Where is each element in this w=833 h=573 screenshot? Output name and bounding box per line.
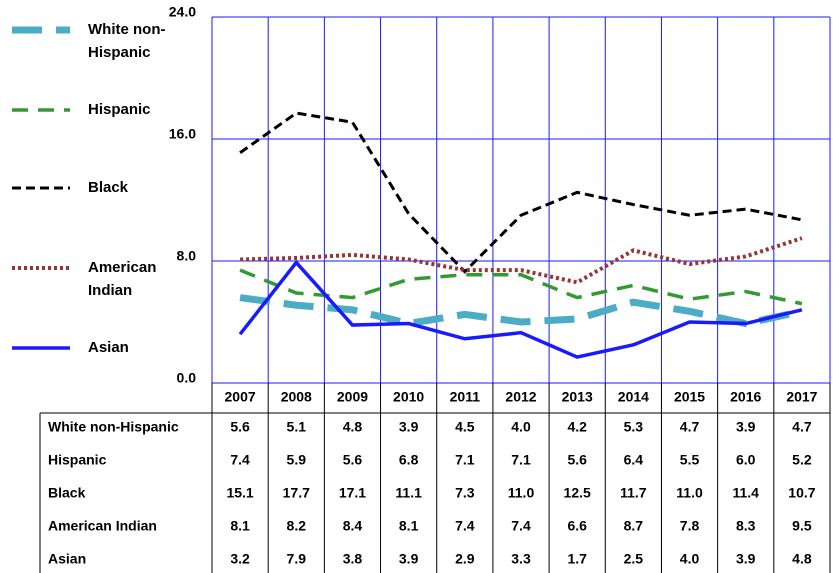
table-value: 5.2 — [792, 452, 812, 468]
table-value: 11.0 — [508, 485, 535, 501]
x-tick-label: 2013 — [562, 389, 593, 405]
table-value: 11.7 — [620, 485, 647, 501]
y-tick-label: 24.0 — [169, 4, 196, 20]
table-value: 5.9 — [287, 452, 307, 468]
series-line — [240, 236, 803, 285]
x-tick-label: 2007 — [225, 389, 256, 405]
table-value: 4.8 — [343, 419, 363, 435]
table-value: 1.7 — [567, 551, 587, 567]
table-value: 8.4 — [343, 518, 363, 534]
legend-label: Hispanic — [88, 101, 151, 118]
x-tick-label: 2012 — [505, 389, 536, 405]
table-value: 3.9 — [736, 551, 756, 567]
table-value: 2.5 — [624, 551, 644, 567]
table-value: 6.0 — [736, 452, 756, 468]
x-tick-label: 2017 — [786, 389, 817, 405]
row-label: White non-Hispanic — [48, 419, 179, 435]
table-value: 8.1 — [230, 518, 250, 534]
table-value: 5.6 — [343, 452, 363, 468]
table-value: 7.4 — [230, 452, 250, 468]
table-value: 7.9 — [287, 551, 307, 567]
table-value: 15.1 — [226, 485, 253, 501]
x-tick-label: 2011 — [450, 389, 481, 405]
table-value: 5.1 — [287, 419, 307, 435]
table-value: 7.3 — [455, 485, 475, 501]
row-label: Black — [48, 485, 86, 501]
table-value: 17.1 — [339, 485, 366, 501]
table-value: 6.8 — [399, 452, 419, 468]
table-value: 12.5 — [564, 485, 591, 501]
x-tick-label: 2015 — [674, 389, 705, 405]
table-value: 3.9 — [399, 419, 419, 435]
legend-label: Black — [88, 179, 129, 196]
y-tick-label: 8.0 — [177, 248, 197, 264]
table-value: 8.1 — [399, 518, 419, 534]
series-line — [239, 294, 803, 328]
table-value: 2.9 — [455, 551, 475, 567]
row-label: American Indian — [48, 518, 157, 534]
x-tick-label: 2016 — [730, 389, 761, 405]
table-value: 5.5 — [680, 452, 700, 468]
table-value: 4.2 — [567, 419, 587, 435]
table-value: 4.5 — [455, 419, 475, 435]
table-value: 3.8 — [343, 551, 363, 567]
table-value: 8.3 — [736, 518, 756, 534]
y-tick-label: 0.0 — [177, 370, 197, 386]
table-value: 7.1 — [455, 452, 475, 468]
series-line — [239, 111, 803, 274]
y-tick-label: 16.0 — [169, 126, 196, 142]
table-value: 11.4 — [732, 485, 759, 501]
table-value: 17.7 — [283, 485, 310, 501]
table-value: 4.8 — [792, 551, 812, 567]
table-value: 4.7 — [792, 419, 812, 435]
table-value: 5.6 — [567, 452, 587, 468]
table-value: 9.5 — [792, 518, 812, 534]
legend-label: Asian — [88, 339, 129, 356]
table-value: 6.4 — [624, 452, 644, 468]
table-value: 5.3 — [624, 419, 644, 435]
table-value: 7.1 — [511, 452, 531, 468]
table-value: 3.9 — [736, 419, 756, 435]
table-value: 11.0 — [676, 485, 703, 501]
table-value: 7.8 — [680, 518, 700, 534]
table-value: 3.2 — [230, 551, 250, 567]
table-value: 11.1 — [395, 485, 422, 501]
legend-label: White non-Hispanic — [88, 21, 166, 61]
table-value: 7.4 — [455, 518, 475, 534]
table-value: 10.7 — [788, 485, 815, 501]
table-value: 8.7 — [624, 518, 644, 534]
table-value: 4.0 — [680, 551, 700, 567]
table-value: 3.9 — [399, 551, 419, 567]
row-label: Hispanic — [48, 452, 107, 468]
table-value: 8.2 — [287, 518, 307, 534]
x-tick-label: 2009 — [337, 389, 368, 405]
table-value: 4.7 — [680, 419, 700, 435]
table-value: 3.3 — [511, 551, 531, 567]
table-value: 7.4 — [511, 518, 531, 534]
series-line — [238, 259, 803, 359]
legend-label: American Indian — [88, 259, 157, 299]
x-tick-label: 2010 — [393, 389, 424, 405]
table-value: 6.6 — [567, 518, 587, 534]
x-tick-label: 2014 — [618, 389, 649, 405]
table-value: 4.0 — [511, 419, 531, 435]
series-line — [239, 268, 803, 306]
row-label: Asian — [48, 551, 86, 567]
table-value: 5.6 — [230, 419, 250, 435]
x-tick-label: 2008 — [281, 389, 312, 405]
